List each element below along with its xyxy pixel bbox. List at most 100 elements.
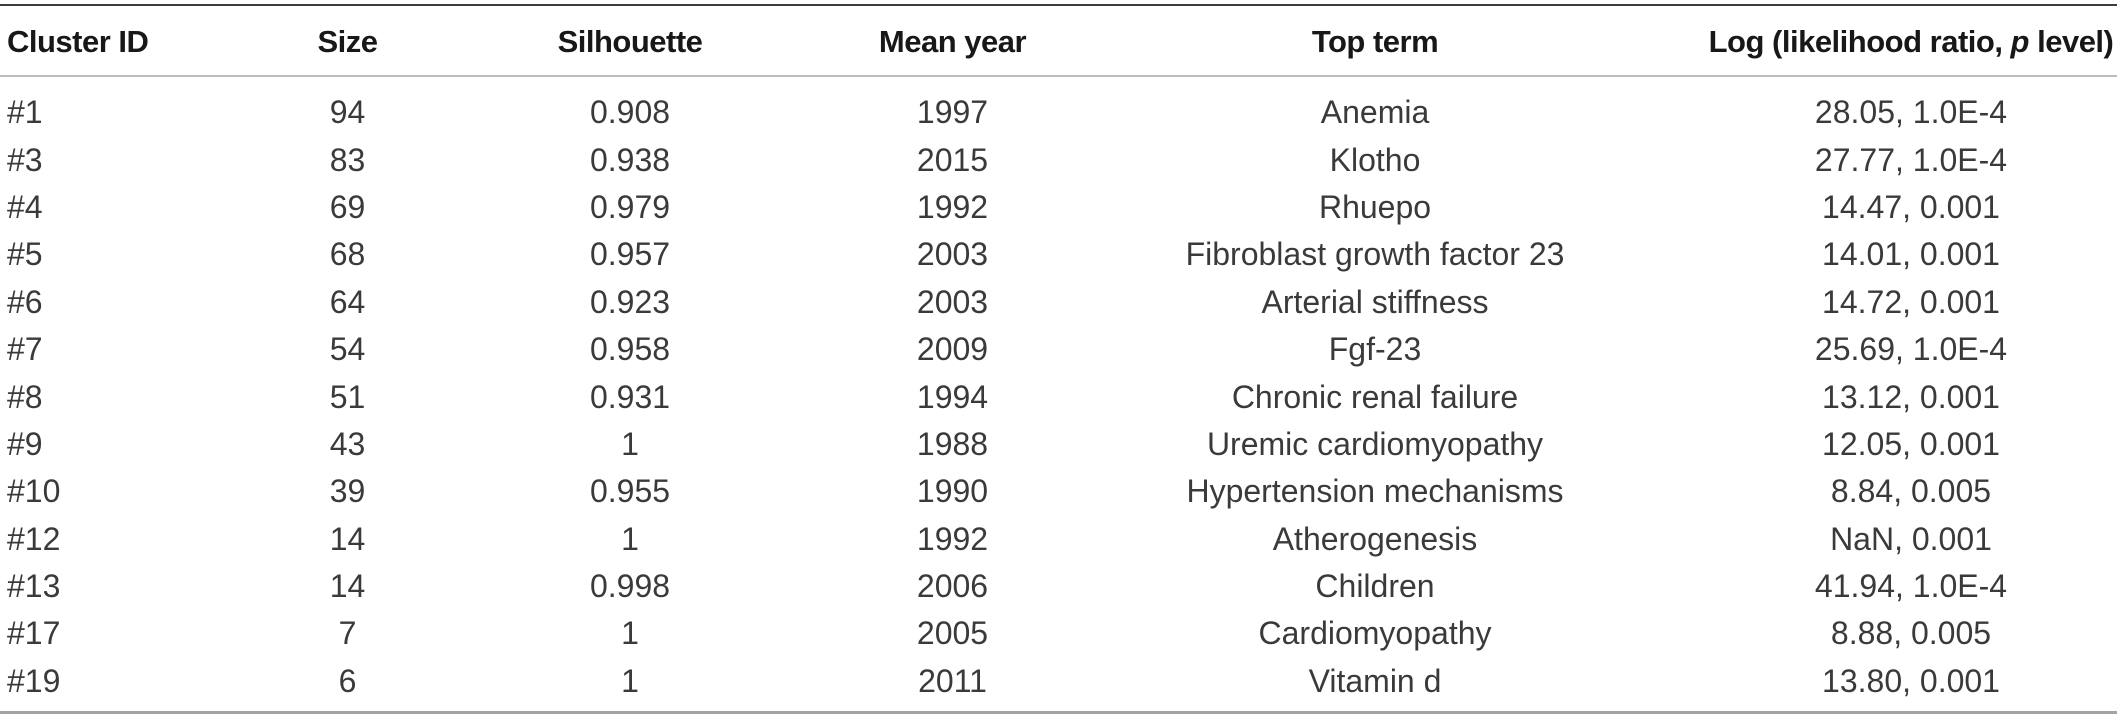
table-bottom-rule (0, 711, 2117, 715)
cell-mean-year: 2015 (916, 141, 989, 178)
cell-size: 94 (329, 94, 366, 131)
cell-log-likelihood-ratio: 8.88, 0.005 (1830, 615, 1992, 652)
table-header-rule (0, 75, 2117, 77)
cell-cluster-id: #4 (7, 188, 43, 225)
cell-mean-year: 1990 (916, 473, 989, 510)
cell-mean-year: 2003 (916, 236, 989, 273)
cell-log-likelihood-ratio: 12.05, 0.001 (1822, 425, 2000, 462)
cell-mean-year: 1988 (916, 425, 989, 462)
cell-cluster-id: #12 (7, 520, 61, 557)
cell-cluster-id: #7 (7, 331, 43, 368)
cell-top-term: Atherogenesis (1272, 520, 1478, 557)
cell-cluster-id: #17 (7, 615, 61, 652)
cell-silhouette: 0.908 (589, 94, 671, 131)
cell-size: 43 (329, 425, 366, 462)
cell-mean-year: 1994 (916, 378, 989, 415)
cell-log-likelihood-ratio: 14.01, 0.001 (1822, 236, 2000, 273)
cell-silhouette: 1 (621, 425, 639, 462)
cell-top-term: Vitamin d (1308, 662, 1442, 699)
table-row: #13 14 0.998 2006 Children 41.94, 1.0E-4 (0, 563, 2117, 610)
table-row: #7 54 0.958 2009 Fgf-23 25.69, 1.0E-4 (0, 326, 2117, 373)
column-header-top-term: Top term (1311, 24, 1439, 59)
column-header-size: Size (317, 24, 378, 59)
cell-mean-year: 2011 (918, 662, 987, 699)
column-header-log-likelihood-ratio: Log (likelihood ratio, p level) (1600, 24, 2117, 60)
cell-top-term: Anemia (1320, 94, 1430, 131)
log-header-p-italic: p (2010, 24, 2030, 59)
cell-cluster-id: #6 (7, 283, 43, 320)
cell-silhouette: 0.923 (589, 283, 671, 320)
cell-top-term: Fgf-23 (1328, 331, 1422, 368)
cell-size: 14 (329, 520, 366, 557)
table-row: #12 14 1 1992 Atherogenesis NaN, 0.001 (0, 516, 2117, 563)
cell-log-likelihood-ratio: 28.05, 1.0E-4 (1814, 94, 2008, 131)
cell-top-term: Chronic renal failure (1231, 378, 1519, 415)
cell-top-term: Children (1315, 568, 1435, 605)
cell-top-term: Hypertension mechanisms (1186, 473, 1564, 510)
cell-top-term: Klotho (1329, 141, 1421, 178)
table-row: #3 83 0.938 2015 Klotho 27.77, 1.0E-4 (0, 136, 2117, 183)
cell-cluster-id: #10 (7, 473, 61, 510)
cell-silhouette: 0.958 (589, 331, 671, 368)
log-header-prefix: Log (likelihood ratio, (1708, 24, 2011, 59)
cell-mean-year: 1992 (916, 188, 989, 225)
cell-top-term: Arterial stiffness (1261, 283, 1489, 320)
table-top-rule (0, 4, 2117, 6)
cell-top-term: Rhuepo (1318, 188, 1432, 225)
cell-log-likelihood-ratio: 41.94, 1.0E-4 (1814, 568, 2008, 605)
cell-silhouette: 0.955 (589, 473, 671, 510)
cell-mean-year: 2006 (916, 568, 989, 605)
table-row: #10 39 0.955 1990 Hypertension mechanisms 8.8… (0, 468, 2117, 515)
cell-silhouette: 0.938 (589, 141, 671, 178)
cell-cluster-id: #9 (7, 425, 43, 462)
cell-size: 7 (338, 615, 357, 652)
cell-cluster-id: #5 (7, 236, 43, 273)
cell-mean-year: 1997 (916, 94, 989, 131)
cell-cluster-id: #1 (7, 94, 43, 131)
cell-log-likelihood-ratio: NaN, 0.001 (1830, 520, 1992, 557)
cell-silhouette: 1 (621, 520, 639, 557)
table-row: #17 7 1 2005 Cardiomyopathy 8.88, 0.005 (0, 610, 2117, 657)
cell-size: 51 (329, 378, 366, 415)
table-header-row: Cluster ID Size Silhouette Mean year Top… (0, 24, 2117, 60)
cell-top-term: Fibroblast growth factor 23 (1185, 236, 1565, 273)
cell-silhouette: 0.998 (589, 568, 671, 605)
cell-size: 64 (329, 283, 366, 320)
table-body: #1 94 0.908 1997 Anemia 28.05, 1.0E-4 #3 83 0.93… (0, 89, 2117, 705)
table-row: #9 43 1 1988 Uremic cardiomyopathy 12.05, 0.0… (0, 421, 2117, 468)
cell-size: 83 (329, 141, 366, 178)
table-row: #6 64 0.923 2003 Arterial stiffness 14.72, 0.… (0, 279, 2117, 326)
cell-log-likelihood-ratio: 14.47, 0.001 (1822, 188, 2000, 225)
table-row: #5 68 0.957 2003 Fibroblast growth factor 23… (0, 231, 2117, 278)
table-row: #19 6 1 2011 Vitamin d 13.80, 0.001 (0, 658, 2117, 705)
cell-log-likelihood-ratio: 8.84, 0.005 (1830, 473, 1992, 510)
cell-silhouette: 1 (621, 615, 639, 652)
cell-log-likelihood-ratio: 27.77, 1.0E-4 (1814, 141, 2008, 178)
cell-size: 39 (329, 473, 366, 510)
log-header-suffix: level) (2028, 24, 2114, 59)
cell-mean-year: 2005 (916, 615, 989, 652)
cell-top-term: Cardiomyopathy (1258, 615, 1492, 652)
cell-size: 14 (329, 568, 366, 605)
table-row: #4 69 0.979 1992 Rhuepo 14.47, 0.001 (0, 184, 2117, 231)
cell-silhouette: 0.957 (589, 236, 671, 273)
cell-mean-year: 2009 (916, 331, 989, 368)
cell-size: 69 (329, 188, 366, 225)
cell-top-term: Uremic cardiomyopathy (1206, 425, 1544, 462)
cell-log-likelihood-ratio: 13.12, 0.001 (1822, 378, 2000, 415)
cell-cluster-id: #3 (7, 141, 43, 178)
cell-silhouette: 1 (621, 662, 639, 699)
cell-mean-year: 1992 (916, 520, 989, 557)
cell-log-likelihood-ratio: 13.80, 0.001 (1822, 662, 2000, 699)
column-header-cluster-id: Cluster ID (7, 24, 149, 59)
cell-log-likelihood-ratio: 14.72, 0.001 (1822, 283, 2000, 320)
column-header-mean-year: Mean year (878, 24, 1027, 59)
table-row: #1 94 0.908 1997 Anemia 28.05, 1.0E-4 (0, 89, 2117, 136)
cell-size: 54 (329, 331, 366, 368)
cell-mean-year: 2003 (916, 283, 989, 320)
cell-log-likelihood-ratio: 25.69, 1.0E-4 (1814, 331, 2008, 368)
cell-cluster-id: #8 (7, 378, 43, 415)
cell-size: 68 (329, 236, 366, 273)
column-header-silhouette: Silhouette (557, 24, 703, 59)
